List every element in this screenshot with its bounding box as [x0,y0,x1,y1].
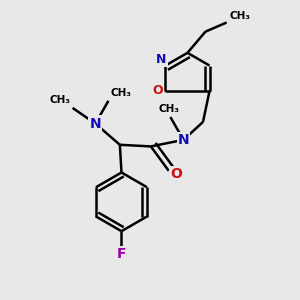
Text: CH₃: CH₃ [50,95,71,105]
Text: N: N [178,133,189,147]
Text: CH₃: CH₃ [110,88,131,98]
Text: O: O [170,167,182,181]
Text: CH₃: CH₃ [230,11,251,21]
Text: N: N [156,53,167,66]
Text: F: F [117,247,126,261]
Text: O: O [152,85,163,98]
Text: CH₃: CH₃ [158,104,179,114]
Text: N: N [90,117,101,130]
